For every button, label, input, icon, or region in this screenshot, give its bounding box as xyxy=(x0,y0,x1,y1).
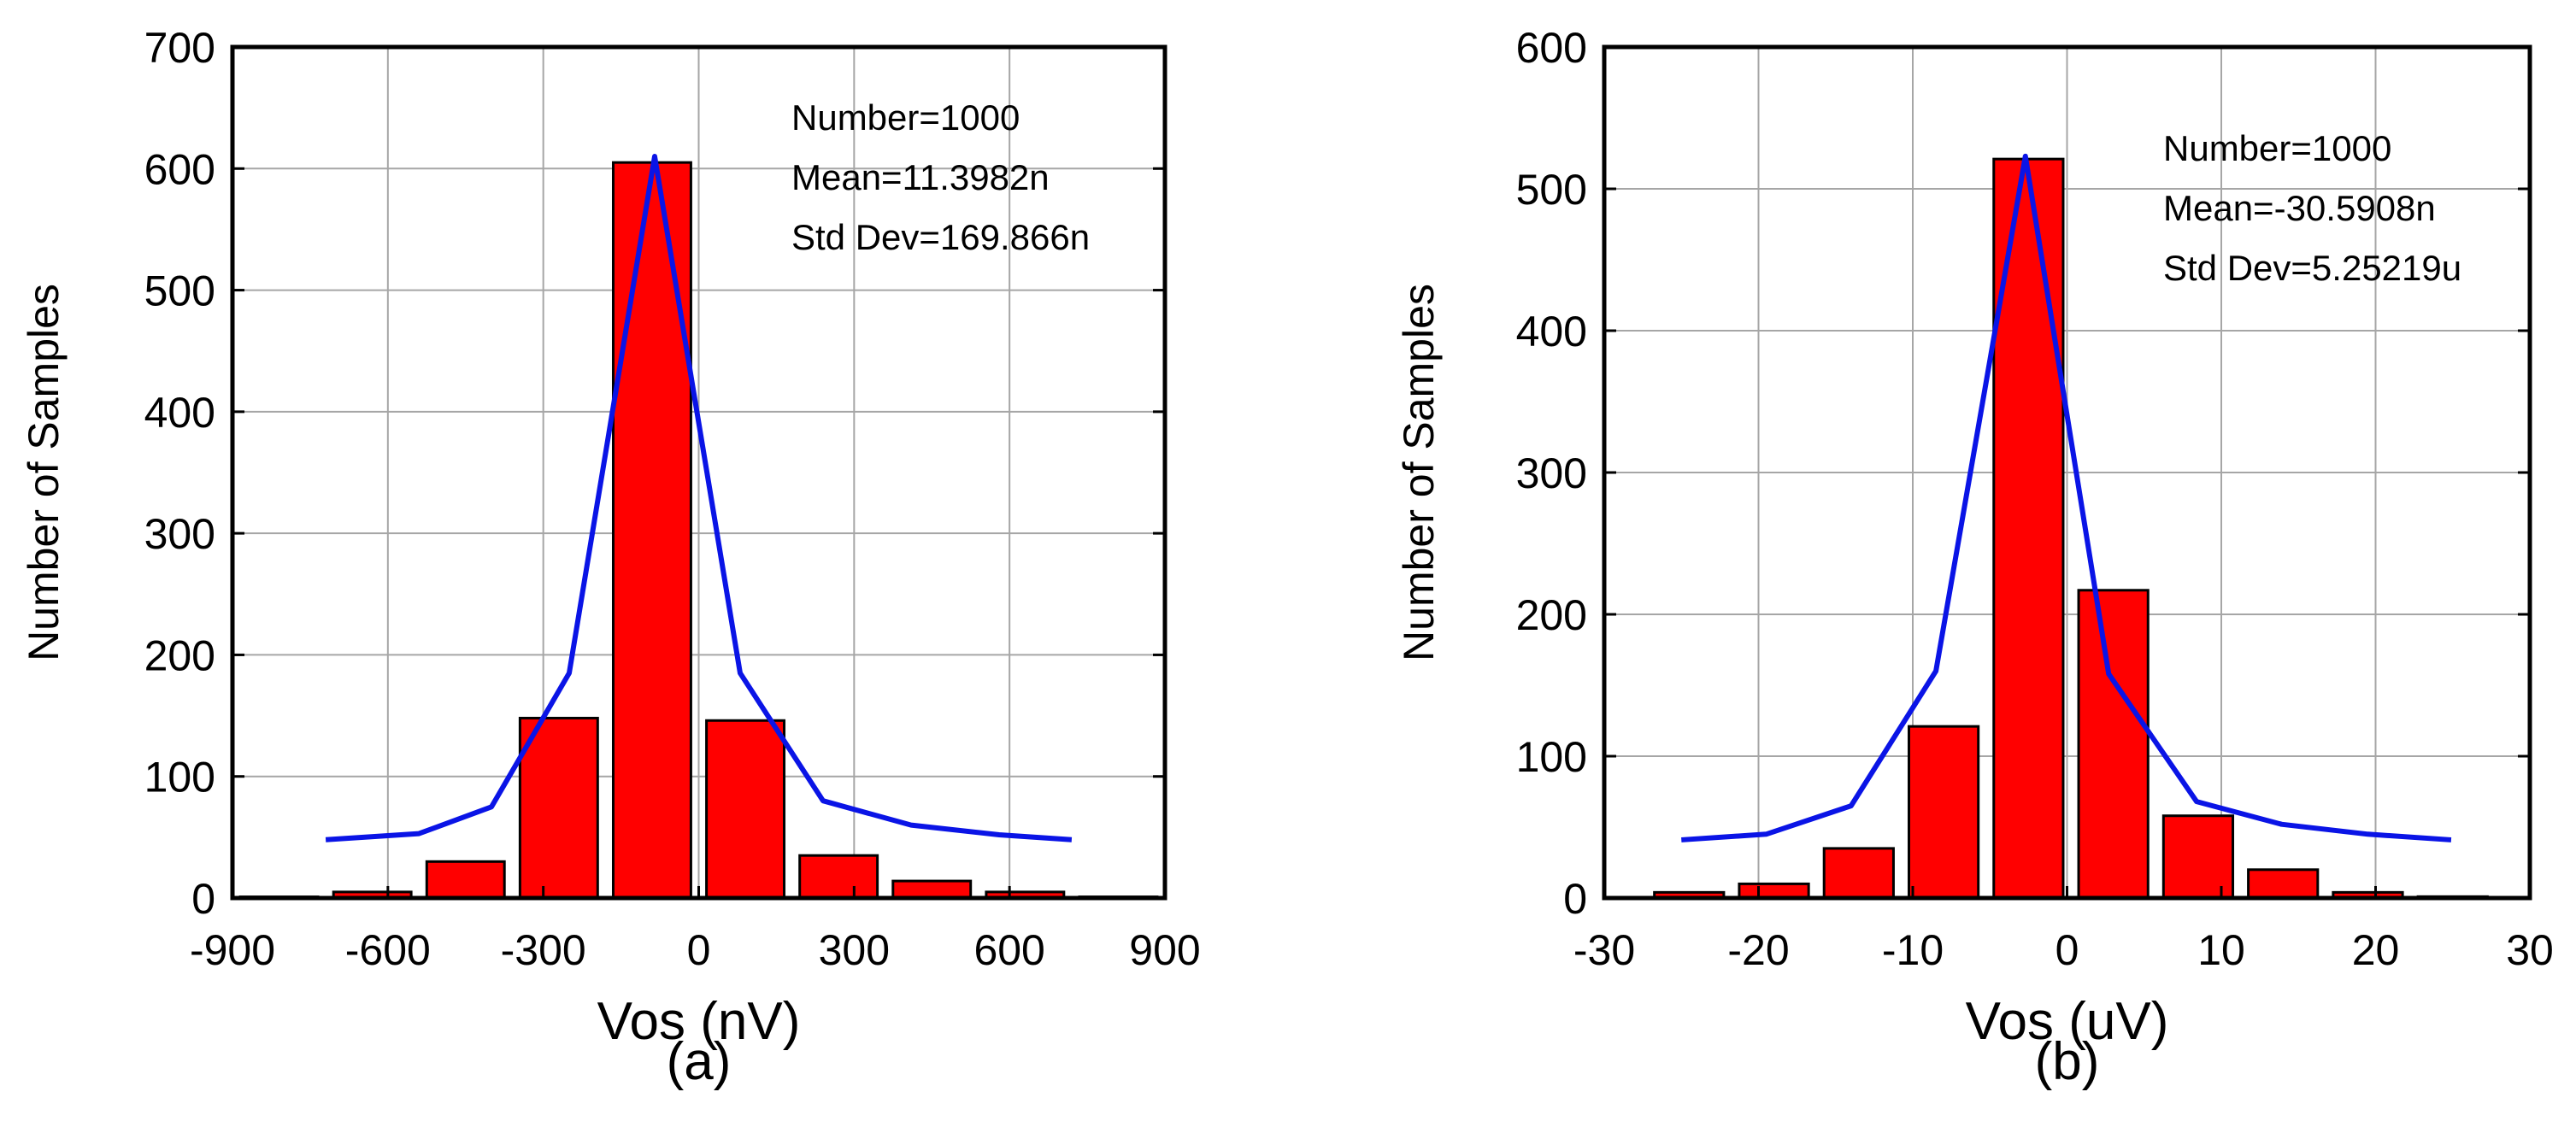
histogram-bar xyxy=(798,854,879,900)
histogram-bar xyxy=(705,719,786,900)
y-tick-label: 300 xyxy=(1516,449,1587,497)
x-axis: -900 -600 -300 0 300 600 900 xyxy=(190,886,1201,974)
y-tick-label: 700 xyxy=(144,24,215,72)
x-axis-title: Vos (uV) xyxy=(1966,992,2169,1051)
y-tick-label: 300 xyxy=(144,510,215,558)
y-tick-label: 0 xyxy=(191,875,215,923)
panel-label: (a) xyxy=(667,1032,732,1091)
panel-label: (b) xyxy=(2035,1032,2100,1091)
y-axis: 0 100 200 300 400 500 600 xyxy=(1516,24,2530,923)
fit-curve-line xyxy=(1681,153,2452,842)
y-tick-label: 200 xyxy=(144,631,215,679)
x-tick-label: -600 xyxy=(345,926,431,974)
x-tick-label: 300 xyxy=(819,926,890,974)
x-tick-label: 10 xyxy=(2197,926,2245,974)
x-tick-label: -20 xyxy=(1727,926,1789,974)
x-tick-label: -10 xyxy=(1882,926,1944,974)
y-tick-label: 400 xyxy=(1516,308,1587,355)
y-axis-title: Number of Samples xyxy=(20,284,68,661)
y-tick-label: 0 xyxy=(1563,875,1587,923)
x-tick-label: 30 xyxy=(2506,926,2554,974)
x-tick-label: 900 xyxy=(1129,926,1200,974)
x-axis: -30 -20 -10 0 10 20 30 xyxy=(1573,886,2554,974)
y-tick-label: 100 xyxy=(144,754,215,801)
stats-annotation: Number=1000 xyxy=(2163,128,2391,168)
chart-panel-a: -900 -600 -300 0 300 600 900 0 100 200 300 400 500 60… xyxy=(20,24,1201,1091)
y-tick-label: 600 xyxy=(144,145,215,193)
histogram-bar xyxy=(1907,725,1980,900)
histogram-bar xyxy=(1822,847,1895,900)
y-tick-label: 500 xyxy=(144,267,215,315)
stats-annotation: Std Dev=5.25219u xyxy=(2163,248,2461,288)
x-tick-label: -900 xyxy=(190,926,275,974)
y-tick-label: 200 xyxy=(1516,591,1587,639)
x-tick-label: 0 xyxy=(2056,926,2079,974)
y-axis: 0 100 200 300 400 500 600 700 xyxy=(144,24,1165,923)
stats-annotation: Number=1000 xyxy=(791,97,1020,138)
y-tick-label: 400 xyxy=(144,389,215,437)
bars xyxy=(238,161,1159,900)
histogram-bar xyxy=(425,860,506,900)
y-tick-label: 600 xyxy=(1516,24,1587,72)
stats-annotation: Std Dev=169.866n xyxy=(791,217,1090,257)
grid xyxy=(1603,46,2531,899)
x-tick-label: 0 xyxy=(687,926,711,974)
x-tick-label: -30 xyxy=(1573,926,1635,974)
grid xyxy=(232,46,1166,899)
stats-annotation: Mean=-30.5908n xyxy=(2163,188,2436,228)
histogram-bar xyxy=(2077,589,2150,900)
histogram-bar xyxy=(2161,814,2235,900)
histogram-bar xyxy=(2247,868,2320,900)
x-tick-label: 600 xyxy=(973,926,1044,974)
histogram-bar xyxy=(518,716,599,900)
y-tick-label: 100 xyxy=(1516,733,1587,781)
y-tick-label: 500 xyxy=(1516,166,1587,214)
histogram-bar xyxy=(611,161,692,900)
y-axis-title: Number of Samples xyxy=(1395,284,1443,661)
x-tick-label: -300 xyxy=(501,926,586,974)
histogram-bar xyxy=(891,879,973,900)
x-tick-label: 20 xyxy=(2352,926,2400,974)
x-axis-title: Vos (nV) xyxy=(597,992,801,1051)
fit-curve-line xyxy=(325,154,1073,842)
stats-annotation: Mean=11.3982n xyxy=(791,157,1050,197)
